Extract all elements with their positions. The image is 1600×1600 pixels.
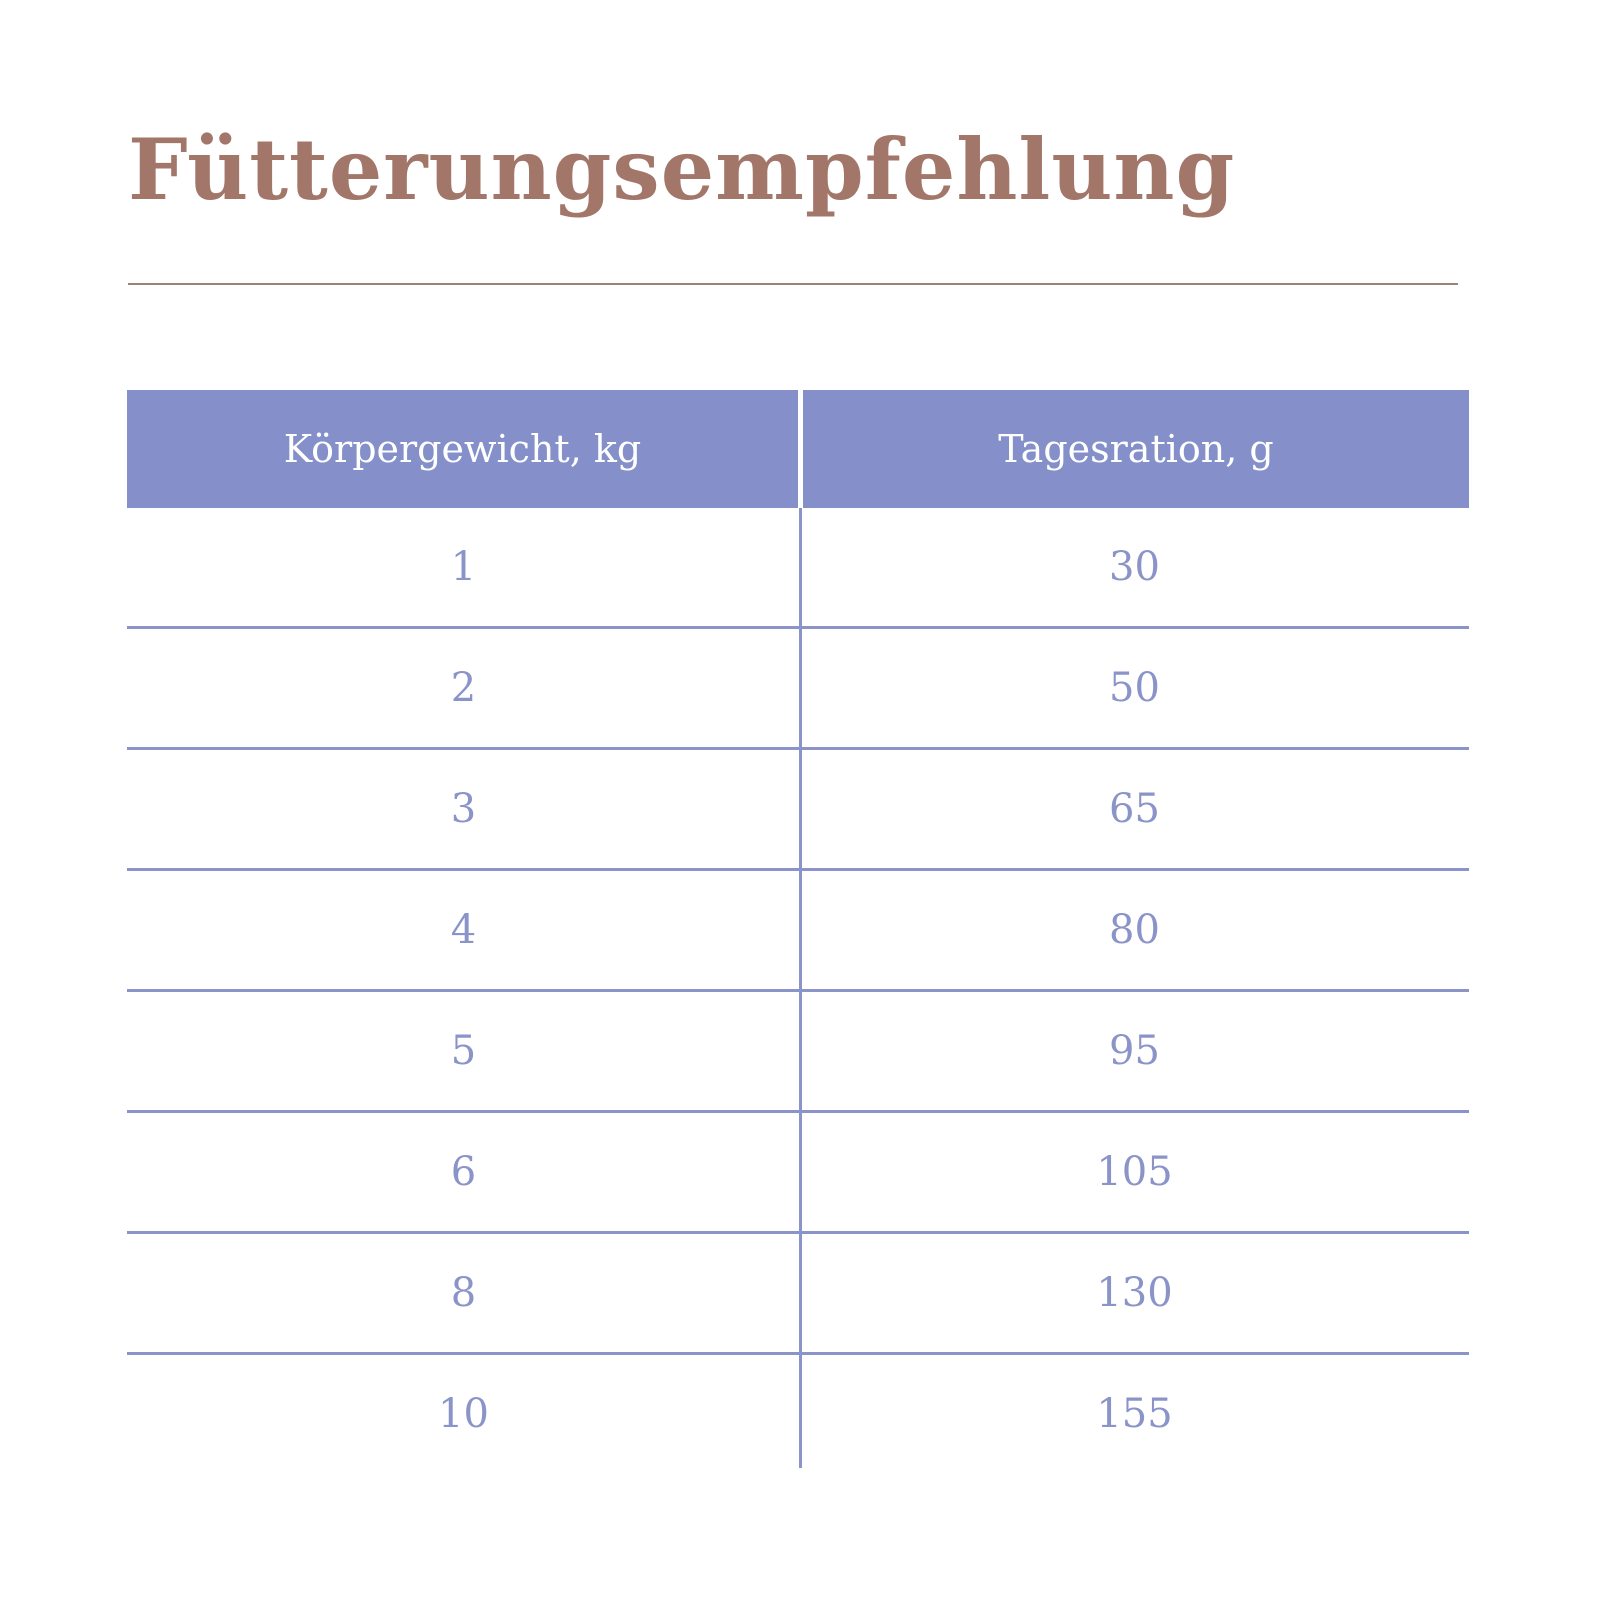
weight-cell: 4 xyxy=(450,907,477,953)
weight-cell: 3 xyxy=(450,786,477,832)
page-title: Fütterungsempfehlung xyxy=(128,120,1236,219)
column-header-weight: Körpergewicht, kg xyxy=(127,390,798,508)
table-row: 4 80 xyxy=(127,868,1469,989)
ration-cell: 105 xyxy=(1096,1149,1173,1195)
ration-cell: 50 xyxy=(1109,665,1160,711)
column-header-ration: Tagesration, g xyxy=(803,390,1469,508)
ration-cell: 80 xyxy=(1109,907,1160,953)
title-divider-rule xyxy=(128,283,1458,285)
ration-cell: 155 xyxy=(1096,1391,1173,1437)
table-header-row: Körpergewicht, kg Tagesration, g xyxy=(127,390,1469,508)
weight-cell: 2 xyxy=(450,665,477,711)
ration-cell: 65 xyxy=(1109,786,1160,832)
weight-cell: 5 xyxy=(450,1028,477,1074)
table-row: 10 155 xyxy=(127,1352,1469,1473)
table-row: 3 65 xyxy=(127,747,1469,868)
weight-cell: 8 xyxy=(450,1270,477,1316)
feeding-table: Körpergewicht, kg Tagesration, g 1 30 2 … xyxy=(127,390,1469,1473)
ration-cell: 95 xyxy=(1109,1028,1160,1074)
table-body: 1 30 2 50 3 65 4 80 5 95 6 105 8 130 10 … xyxy=(127,508,1469,1473)
table-row: 8 130 xyxy=(127,1231,1469,1352)
weight-cell: 1 xyxy=(450,544,477,590)
weight-cell: 10 xyxy=(438,1391,489,1437)
weight-cell: 6 xyxy=(450,1149,477,1195)
ration-cell: 130 xyxy=(1096,1270,1173,1316)
column-divider-line xyxy=(799,508,802,1468)
table-row: 5 95 xyxy=(127,989,1469,1110)
table-row: 1 30 xyxy=(127,508,1469,626)
ration-cell: 30 xyxy=(1109,544,1160,590)
table-row: 2 50 xyxy=(127,626,1469,747)
table-row: 6 105 xyxy=(127,1110,1469,1231)
